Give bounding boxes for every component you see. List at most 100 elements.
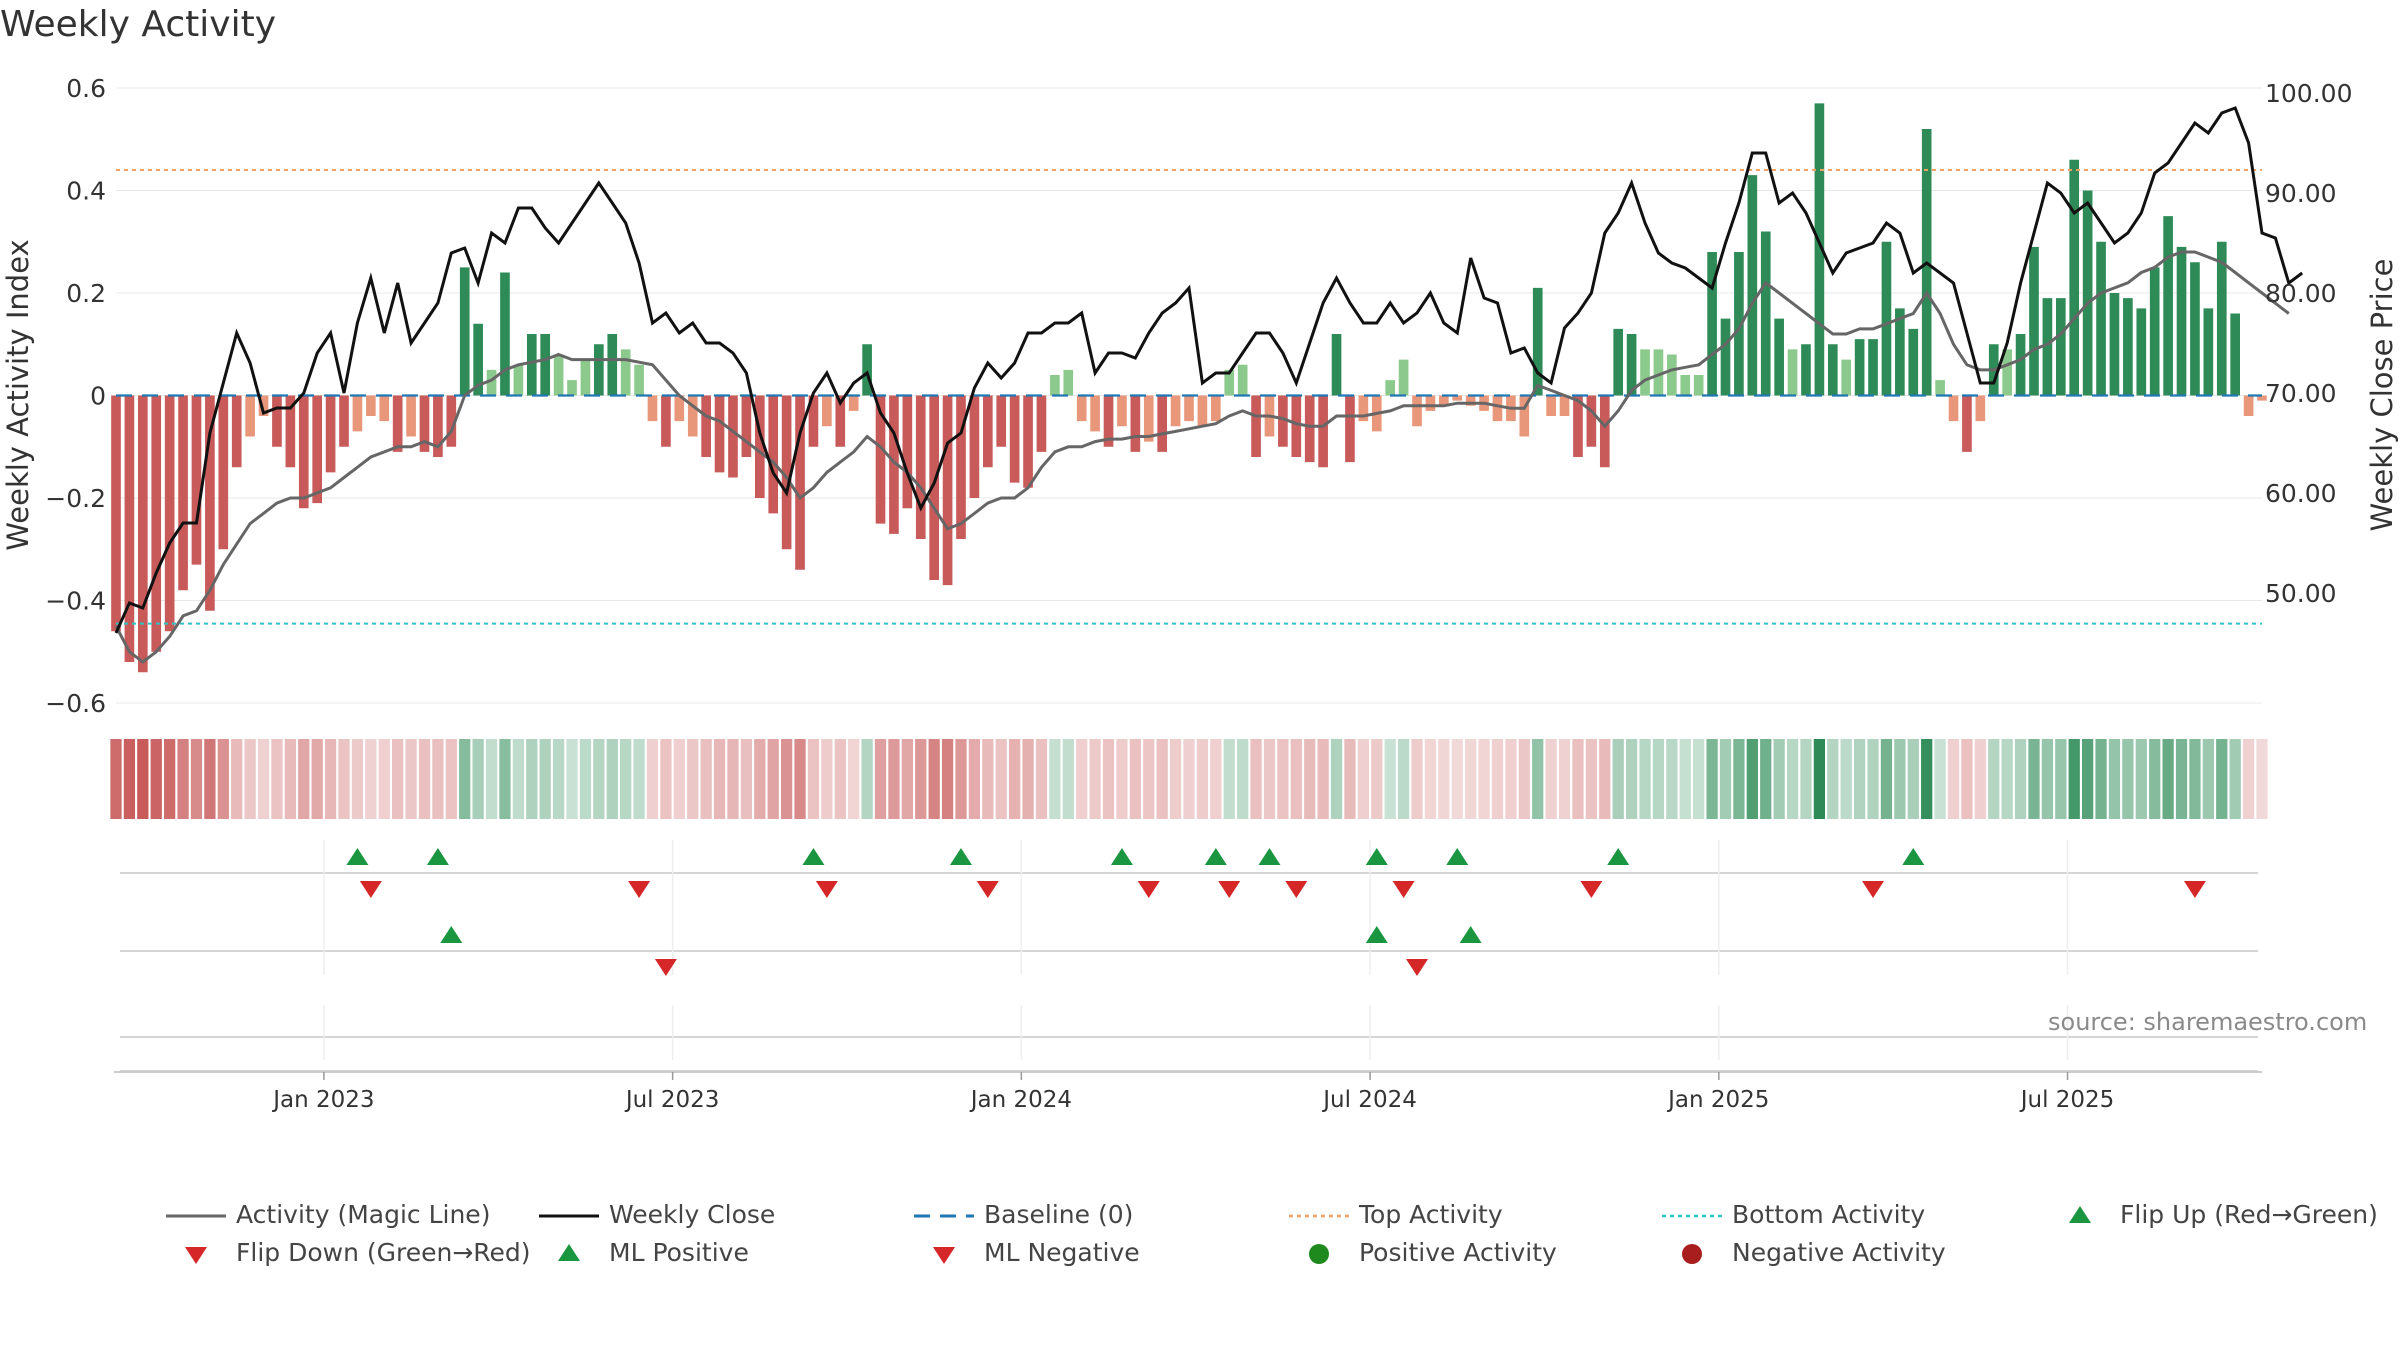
heat-cell bbox=[633, 739, 645, 819]
heat-cell bbox=[1371, 739, 1383, 819]
activity-bar bbox=[701, 395, 711, 457]
heat-cell bbox=[177, 739, 189, 819]
heat-cell bbox=[405, 739, 417, 819]
heat-cell bbox=[1719, 739, 1732, 819]
heat-cell bbox=[1035, 739, 1048, 819]
legend-label: ML Negative bbox=[984, 1238, 1140, 1267]
heat-cell bbox=[1397, 739, 1410, 819]
heat-cell bbox=[1277, 739, 1289, 819]
activity-bar bbox=[1304, 395, 1315, 463]
activity-bar bbox=[1801, 344, 1811, 396]
activity-bar bbox=[366, 395, 376, 416]
ytick-right-label: 90.00 bbox=[2265, 179, 2337, 208]
activity-bar bbox=[848, 395, 859, 411]
activity-bar bbox=[1760, 231, 1771, 396]
heat-cell bbox=[1062, 739, 1074, 819]
heat-cell bbox=[1411, 739, 1423, 819]
heat-cell bbox=[968, 739, 981, 819]
flip-up-marker bbox=[1204, 848, 1227, 865]
legend-label: Weekly Close bbox=[609, 1200, 776, 1229]
activity-bar bbox=[2109, 293, 2120, 396]
activity-bar bbox=[1881, 241, 1892, 396]
activity-bar bbox=[1318, 395, 1328, 468]
legend-swatch bbox=[558, 1244, 580, 1261]
heat-cell bbox=[418, 739, 431, 819]
heat-cell bbox=[1384, 739, 1396, 819]
circle-icon bbox=[1309, 1244, 1329, 1264]
activity-bar bbox=[191, 395, 202, 565]
activity-bar bbox=[2243, 395, 2254, 416]
heat-cell bbox=[1317, 739, 1329, 819]
activity-bar bbox=[352, 395, 363, 432]
activity-bar bbox=[1653, 349, 1664, 396]
heat-cell bbox=[955, 739, 967, 819]
heat-cell bbox=[110, 739, 122, 819]
activity-bar bbox=[1237, 364, 1248, 396]
heat-cell bbox=[1089, 739, 1101, 819]
heat-cell bbox=[257, 739, 270, 819]
activity-bar bbox=[2230, 313, 2241, 396]
heat-cell bbox=[1438, 739, 1450, 819]
heat-cell bbox=[1867, 739, 1879, 819]
x-tick-label: Jan 2025 bbox=[1666, 1087, 1769, 1113]
heat-cell bbox=[807, 739, 820, 819]
heat-cell bbox=[1974, 739, 1986, 819]
activity-bar bbox=[1103, 395, 1114, 447]
heat-cell bbox=[1143, 739, 1155, 819]
heat-cell bbox=[1518, 739, 1530, 819]
heat-cell bbox=[552, 739, 565, 819]
activity-bar bbox=[996, 395, 1007, 447]
heat-cell bbox=[1263, 739, 1276, 819]
ytick-right-label: 80.00 bbox=[2265, 279, 2337, 308]
axes-layer: −0.6 −0.4 −0.2 0 0.2 0.4 0.6 50.00 60.00 70.00 80.… bbox=[1, 74, 2399, 718]
activity-bar bbox=[2190, 262, 2200, 396]
heat-cell bbox=[1800, 739, 1812, 819]
heat-cell bbox=[539, 739, 551, 819]
heat-cell bbox=[338, 739, 350, 819]
activity-bar bbox=[406, 395, 416, 437]
heat-cell bbox=[1733, 739, 1745, 819]
activity-bar bbox=[1117, 395, 1127, 427]
heat-cell bbox=[526, 739, 538, 819]
flip-up-marker bbox=[949, 848, 972, 865]
flip-down-marker bbox=[628, 881, 651, 898]
activity-bar bbox=[567, 380, 577, 396]
heat-cell bbox=[1424, 739, 1437, 819]
legend-swatch bbox=[166, 1214, 226, 1218]
activity-bar bbox=[1519, 395, 1530, 437]
heat-cell bbox=[1693, 739, 1705, 819]
activity-bar bbox=[1412, 395, 1422, 427]
heat-cell bbox=[1652, 739, 1665, 819]
heat-cell bbox=[1183, 739, 1195, 819]
activity-bar bbox=[2176, 246, 2187, 396]
heat-cell bbox=[2189, 739, 2201, 819]
heat-cell bbox=[137, 739, 149, 819]
activity-bar bbox=[272, 395, 282, 447]
activity-bar bbox=[1532, 287, 1543, 396]
flip-down-marker bbox=[2183, 881, 2206, 898]
activity-bar bbox=[1009, 395, 1020, 483]
heat-cell bbox=[1196, 739, 1209, 819]
heat-cell bbox=[459, 739, 471, 819]
heat-cell bbox=[1612, 739, 1624, 819]
heat-cell bbox=[1491, 739, 1504, 819]
activity-bar bbox=[459, 267, 470, 396]
activity-bar bbox=[1586, 395, 1597, 447]
activity-bar bbox=[942, 395, 953, 586]
activity-bar bbox=[1452, 395, 1463, 401]
ytick-left-label: 0 bbox=[90, 382, 106, 411]
activity-bar bbox=[111, 395, 121, 632]
activity-bar bbox=[325, 395, 336, 473]
activity-bar bbox=[768, 395, 779, 514]
heat-cell bbox=[512, 739, 525, 819]
activity-bar bbox=[862, 344, 872, 396]
activity-bar bbox=[433, 395, 443, 457]
activity-bar bbox=[164, 395, 175, 632]
heat-cell bbox=[1599, 739, 1611, 819]
activity-bar bbox=[1425, 395, 1436, 411]
activity-bar bbox=[969, 395, 980, 498]
activity-bar bbox=[526, 334, 537, 396]
activity-bar bbox=[808, 395, 819, 447]
heat-cell bbox=[1330, 739, 1343, 819]
